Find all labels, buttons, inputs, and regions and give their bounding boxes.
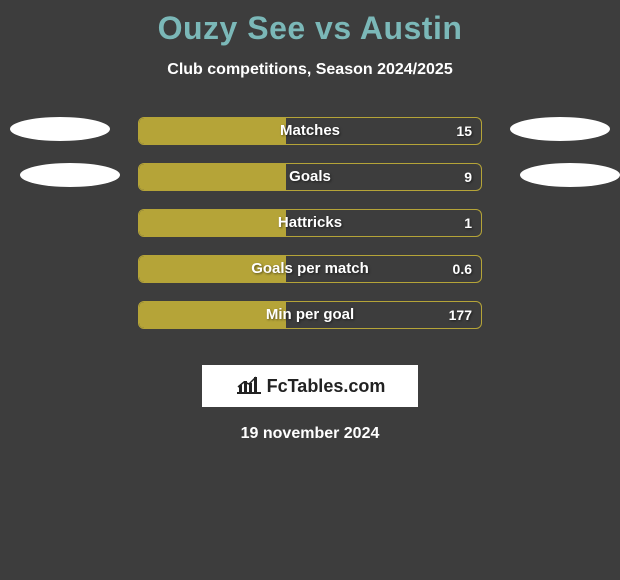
logo-box: FcTables.com	[202, 365, 418, 407]
bar-track	[138, 255, 482, 283]
bars-wrapper: Matches 15 Goals 9 Hattricks 1	[0, 117, 620, 347]
bar-track	[138, 117, 482, 145]
bar-fill	[139, 164, 286, 190]
stats-area: Matches 15 Goals 9 Hattricks 1	[0, 117, 620, 347]
page-container: Ouzy See vs Austin Club competitions, Se…	[0, 0, 620, 580]
stat-row: Hattricks 1	[0, 209, 620, 255]
page-title: Ouzy See vs Austin	[0, 0, 620, 47]
bar-fill	[139, 302, 286, 328]
stat-row: Min per goal 177	[0, 301, 620, 347]
date-text: 19 november 2024	[0, 425, 620, 443]
stat-row: Matches 15	[0, 117, 620, 163]
bar-track	[138, 163, 482, 191]
bar-chart-icon	[235, 373, 263, 400]
page-subtitle: Club competitions, Season 2024/2025	[0, 61, 620, 79]
bar-track	[138, 209, 482, 237]
bar-fill	[139, 210, 286, 236]
bar-fill	[139, 256, 286, 282]
logo-text: FcTables.com	[267, 376, 386, 397]
bar-fill	[139, 118, 286, 144]
stat-row: Goals per match 0.6	[0, 255, 620, 301]
stat-row: Goals 9	[0, 163, 620, 209]
bar-track	[138, 301, 482, 329]
